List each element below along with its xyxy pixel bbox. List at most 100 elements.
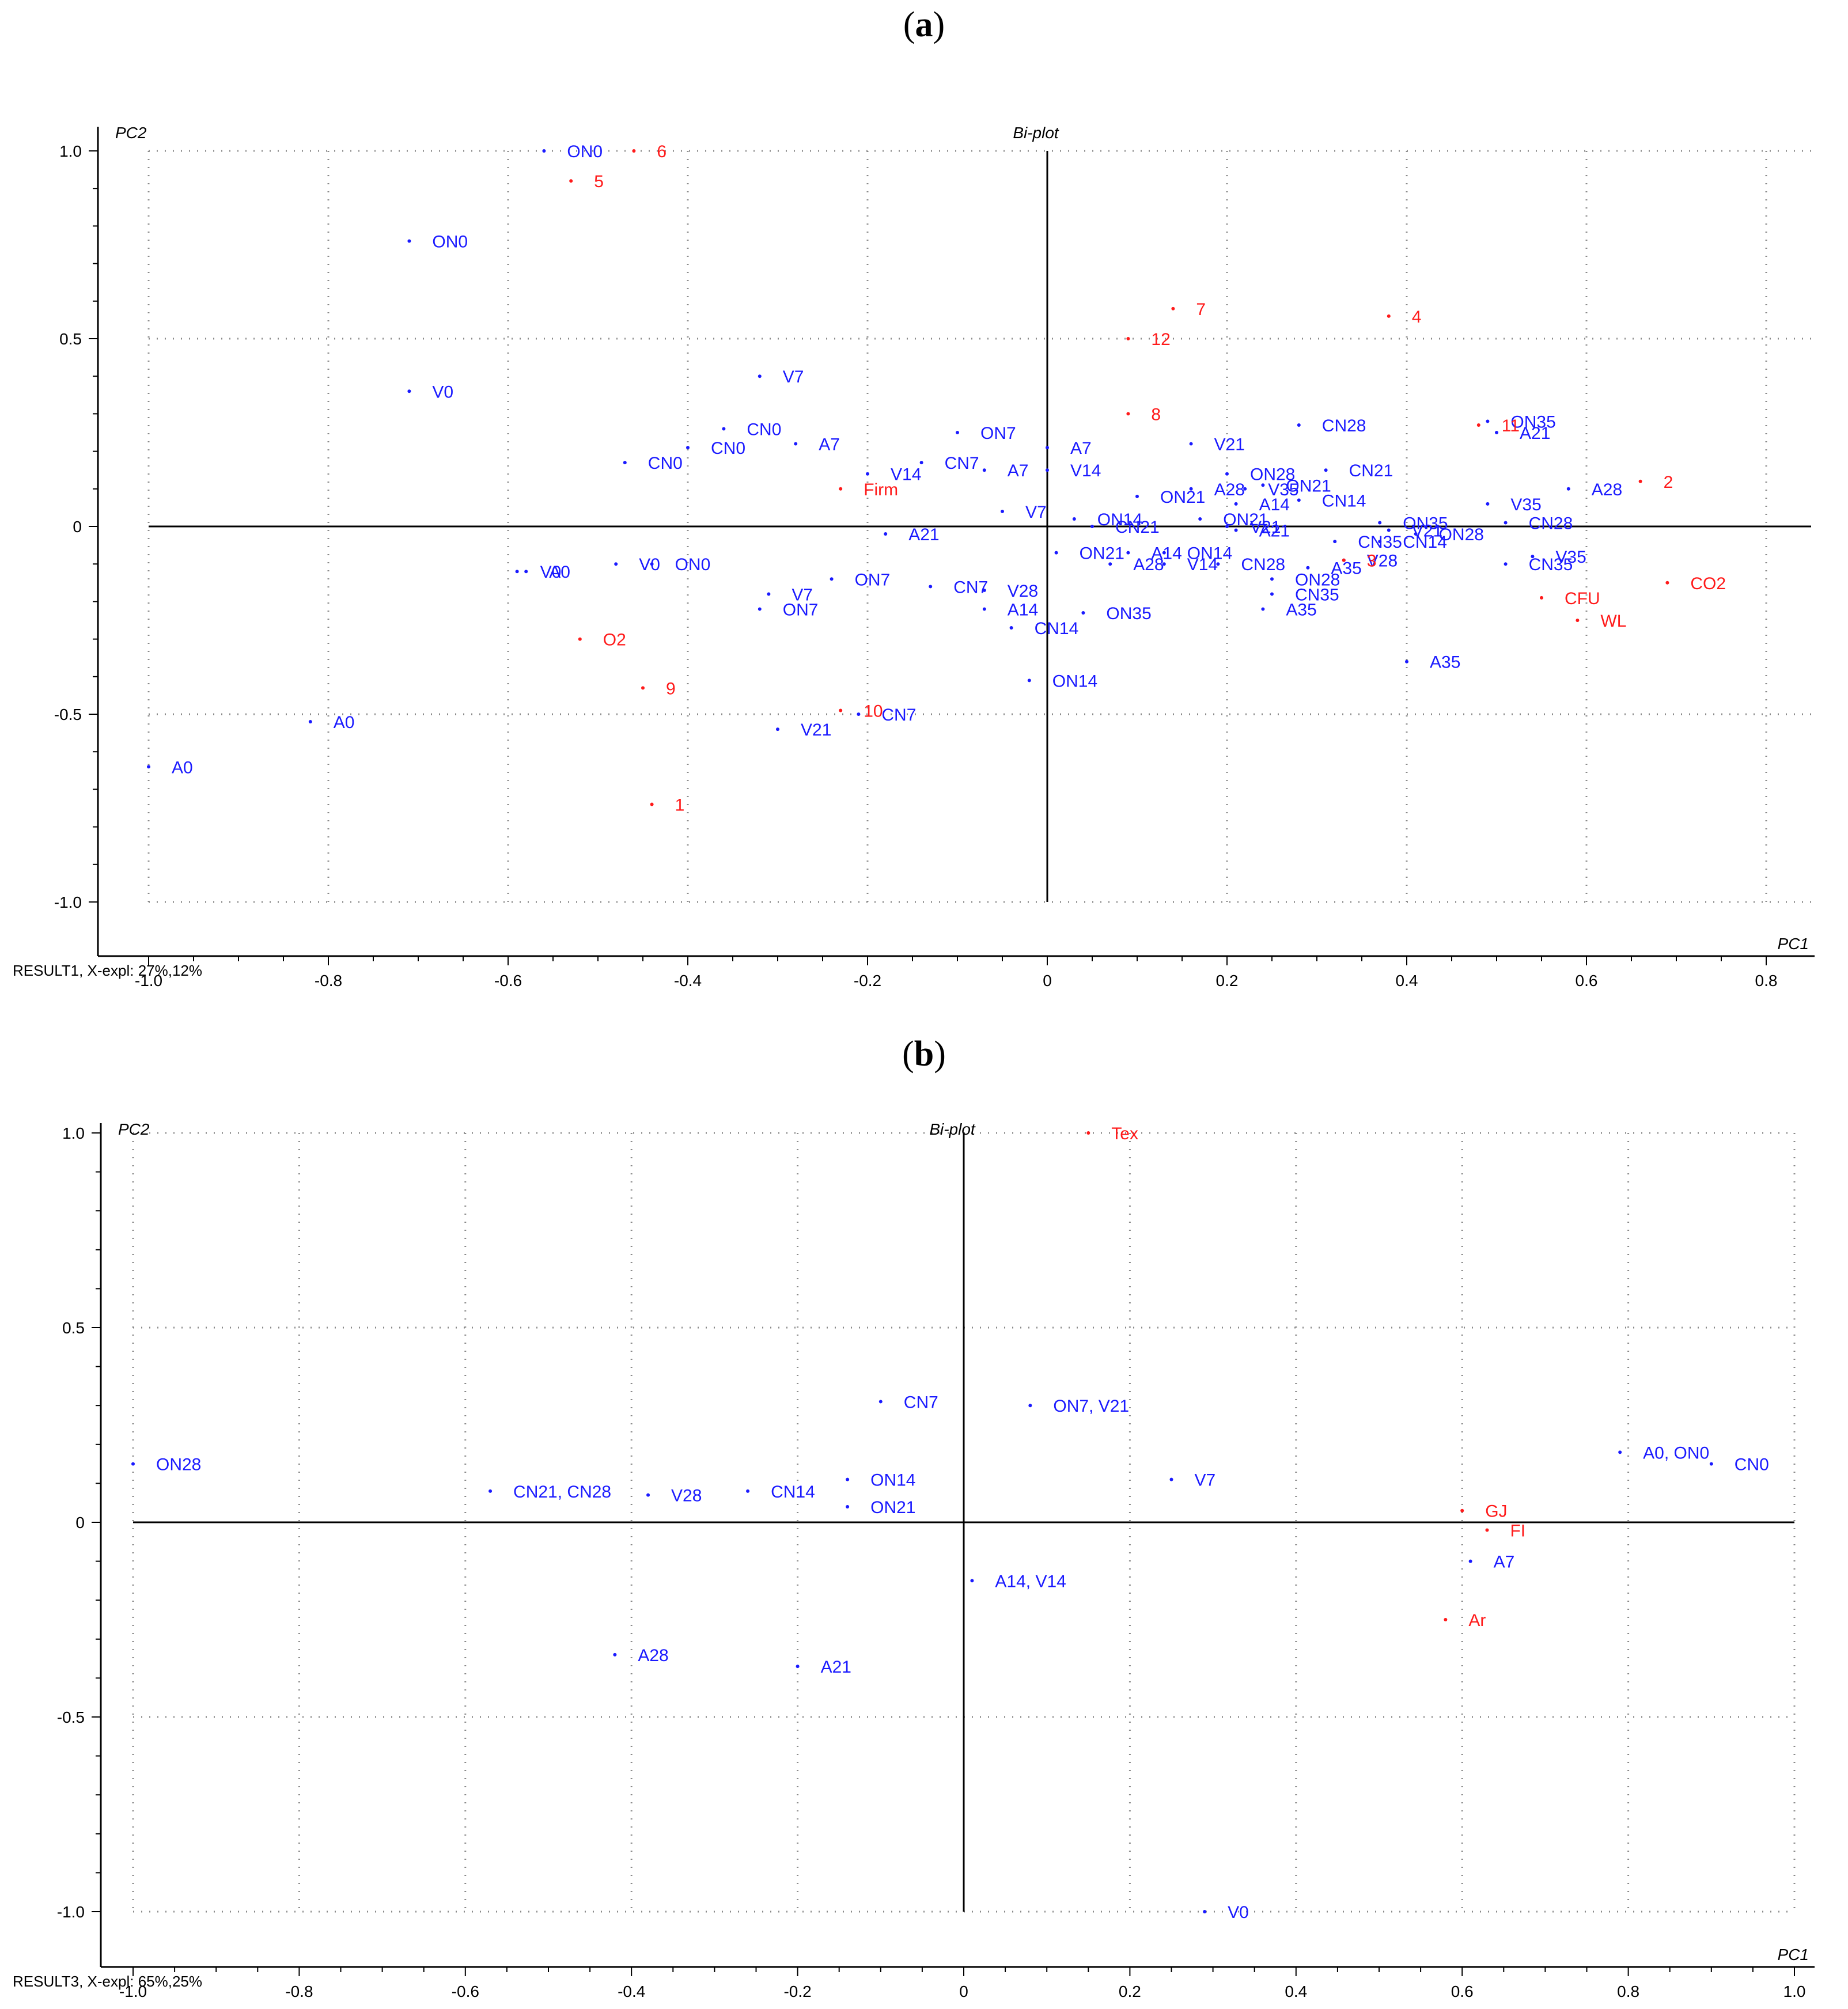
x-tick-label: 0: [959, 1983, 968, 2000]
point-marker: [1189, 442, 1193, 446]
point-marker: [1216, 562, 1220, 566]
y-axis-title: PC2: [118, 1120, 150, 1138]
point-marker: [1486, 419, 1490, 423]
x-tick-label: 0.4: [1285, 1983, 1307, 2000]
point-label: V21: [1250, 518, 1281, 537]
point-label: CN7: [881, 706, 916, 725]
result-footer: RESULT3, X-expl: 65%,25%: [13, 1973, 202, 1990]
point-label: ON28: [1295, 570, 1340, 589]
point-marker: [650, 562, 654, 566]
point-marker: [1162, 562, 1166, 566]
point-marker: [1504, 521, 1508, 525]
point-marker: [919, 461, 923, 465]
point-label: A0: [334, 713, 355, 732]
y-tick-label: -1.0: [57, 1903, 85, 1921]
point-marker: [147, 765, 150, 769]
point-label: WL: [1600, 612, 1626, 631]
point-marker: [578, 637, 582, 641]
x-tick-label: -0.4: [618, 1983, 645, 2000]
point-label: ON21: [1160, 488, 1205, 507]
point-label: A7: [1070, 439, 1092, 458]
point-label: A35: [1286, 600, 1316, 619]
point-label: A14: [1008, 600, 1038, 619]
point-label: ON7: [783, 600, 819, 619]
point-marker: [1444, 1618, 1448, 1621]
point-marker: [970, 1579, 974, 1583]
point-label: CN21: [1115, 518, 1160, 537]
point-label: ON28: [156, 1455, 201, 1474]
point-label: CN0: [747, 420, 781, 439]
point-label: A0: [172, 758, 193, 777]
point-marker: [1162, 551, 1166, 555]
y-tick-label: 0: [73, 518, 82, 536]
point-label: A21: [1259, 522, 1290, 541]
point-label: ON14: [1097, 510, 1142, 529]
point-label: Firm: [864, 480, 898, 499]
point-marker: [1297, 498, 1301, 502]
y-tick-label: 0.5: [62, 1319, 85, 1337]
point-marker: [846, 1504, 850, 1508]
point-label: V35: [1268, 480, 1298, 499]
x-tick-label: 0.4: [1396, 972, 1418, 990]
x-tick-label: -0.2: [783, 1983, 811, 2000]
x-tick-label: 0.8: [1617, 1983, 1639, 2000]
point-marker: [1171, 306, 1175, 310]
point-marker: [1261, 607, 1265, 611]
point-label: A28: [638, 1646, 668, 1665]
point-label: ON14: [870, 1471, 915, 1490]
point-marker: [1566, 487, 1570, 491]
point-marker: [1576, 619, 1580, 622]
point-label: CN14: [771, 1483, 815, 1502]
point-label: CN7: [945, 454, 979, 473]
point-label: 5: [594, 172, 604, 191]
panel-label-letter: b: [914, 1034, 934, 1074]
point-marker: [722, 427, 726, 431]
x-axis-title: PC1: [1778, 1946, 1809, 1963]
panel-label-close: ): [934, 1034, 946, 1074]
point-marker: [1531, 555, 1535, 559]
point-marker: [542, 149, 546, 153]
panel-label-open: (: [902, 1034, 914, 1074]
point-label: A0, ON0: [1643, 1443, 1709, 1462]
point-marker: [613, 1652, 617, 1657]
point-marker: [1234, 502, 1238, 506]
x-tick-label: -0.8: [315, 972, 342, 990]
point-label: 9: [666, 679, 676, 698]
point-label: ON14: [1052, 672, 1097, 691]
point-marker: [1081, 611, 1085, 615]
point-label: A0: [549, 563, 570, 582]
point-label: A21: [908, 525, 939, 544]
point-label: Tex: [1111, 1124, 1138, 1143]
point-label: ON35: [1106, 604, 1151, 623]
point-marker: [758, 374, 762, 378]
point-marker: [1126, 551, 1130, 555]
point-label: 12: [1151, 330, 1170, 349]
point-marker: [1001, 509, 1004, 513]
point-marker: [1126, 412, 1130, 416]
point-marker: [866, 472, 869, 476]
point-label: A28: [1592, 480, 1622, 499]
point-label: V7: [1195, 1471, 1216, 1490]
point-marker: [884, 532, 888, 536]
x-tick-label: -1.0: [135, 972, 162, 990]
panel-label-a: (a): [0, 5, 1848, 46]
point-marker: [794, 442, 798, 446]
point-label: ON0: [675, 555, 711, 574]
point-marker: [308, 720, 312, 724]
point-marker: [1540, 596, 1543, 600]
y-tick-label: 0: [75, 1514, 85, 1532]
x-tick-label: 0.6: [1451, 1983, 1474, 2000]
point-label: V14: [1187, 555, 1218, 574]
point-label: CN14: [1035, 619, 1079, 638]
point-label: V21: [801, 721, 831, 740]
x-tick-label: -0.2: [854, 972, 881, 990]
point-marker: [929, 585, 933, 589]
x-tick-label: -0.8: [285, 1983, 313, 2000]
point-marker: [407, 389, 411, 393]
point-label: ON14: [1187, 544, 1232, 563]
point-marker: [524, 570, 528, 574]
point-label: ON28: [1439, 525, 1484, 544]
y-tick-label: -1.0: [54, 893, 82, 911]
result-footer: RESULT1, X-expl: 27%,12%: [13, 962, 202, 979]
point-label: ON7, V21: [1053, 1397, 1129, 1416]
